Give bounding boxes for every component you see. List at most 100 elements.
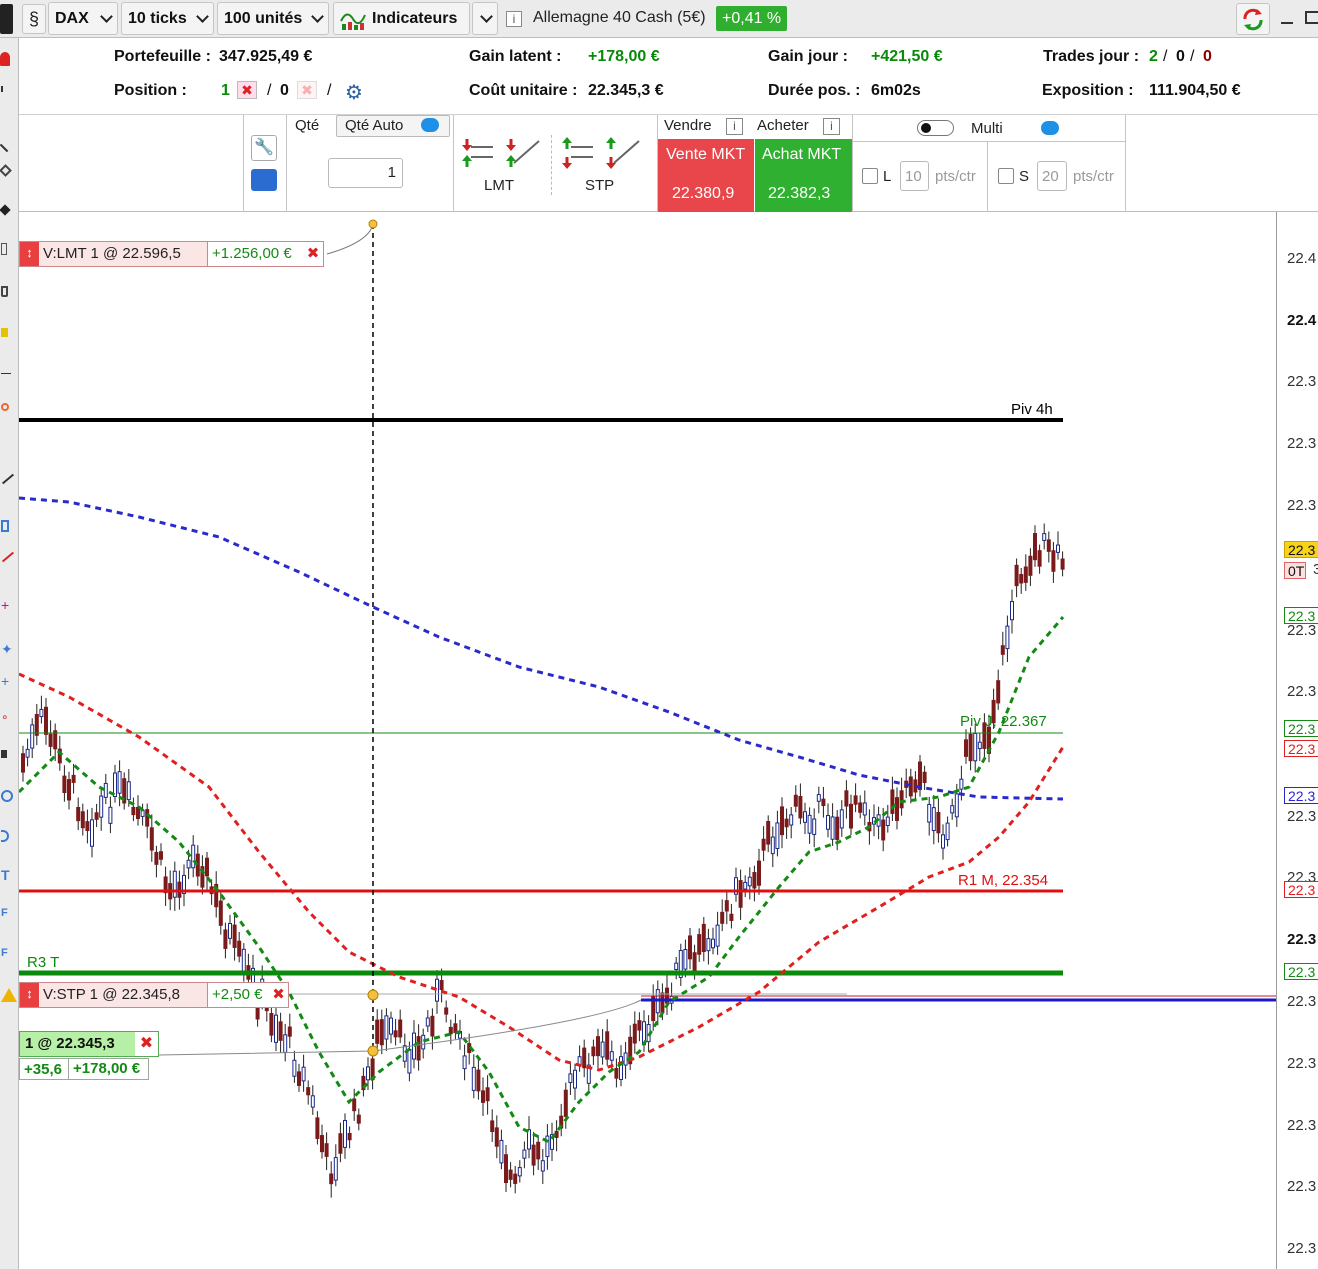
settings-gear-icon[interactable]: ⚙	[345, 82, 363, 104]
warning-icon	[1, 988, 17, 1002]
close-long-icon[interactable]: ✖	[237, 81, 257, 99]
arrow-icon[interactable]	[1, 750, 7, 758]
drawing-tools-sidebar: + ✦ + ∘ T F F	[0, 38, 19, 1269]
multi-toggle[interactable]	[917, 120, 954, 136]
chart-canvas[interactable]	[19, 212, 1276, 1269]
plus-icon[interactable]: +	[1, 597, 10, 613]
candle-body	[223, 929, 228, 949]
keyboard-icon[interactable]	[251, 169, 277, 191]
indicators-menu-button[interactable]	[472, 2, 498, 35]
refresh-icon[interactable]	[1236, 3, 1270, 35]
ticks-dropdown[interactable]: 10 ticks	[121, 2, 214, 35]
sell-market-button[interactable]: Vente MKT 22.380,9	[658, 139, 754, 212]
stp-order-tag[interactable]: ↕ V:STP 1 @ 22.345,8 +2,50 € ✖	[19, 982, 289, 1008]
cout-value: 22.345,3 €	[588, 82, 664, 99]
candle-body	[1033, 533, 1037, 561]
highlighter-icon[interactable]	[1, 328, 8, 337]
candle-body	[301, 1066, 306, 1082]
maximize-icon[interactable]	[1305, 11, 1318, 24]
stp-order-icons[interactable]	[559, 135, 644, 171]
trash-icon[interactable]	[1, 286, 8, 297]
short-label: S	[1019, 168, 1030, 185]
cursor-icon[interactable]	[1, 86, 7, 92]
close-position-icon[interactable]: ✖	[135, 1032, 158, 1056]
star-icon[interactable]: ✦	[1, 641, 13, 657]
buy-info-icon[interactable]: i	[823, 118, 840, 135]
brush-icon[interactable]	[0, 204, 11, 216]
units-dropdown[interactable]: 100 unités	[217, 2, 329, 35]
fibonacci-icon[interactable]	[1, 403, 9, 411]
candle-body	[476, 1069, 481, 1092]
close-short-icon[interactable]: ✖	[297, 81, 317, 99]
candle-body	[1000, 645, 1005, 655]
divider	[453, 115, 454, 212]
short-pts-input[interactable]: 20	[1037, 161, 1067, 191]
fan-icon[interactable]: F	[1, 907, 8, 919]
gain-jour-value: +421,50 €	[871, 48, 943, 65]
cancel-stp-icon[interactable]: ✖	[269, 983, 288, 1007]
ellipse-icon[interactable]	[1, 790, 13, 802]
fan-alt-icon[interactable]: F	[1, 947, 8, 959]
candle-body	[964, 739, 968, 757]
instrument-name: Allemagne 40 Cash (5€)	[533, 9, 706, 26]
eraser-icon[interactable]	[0, 164, 12, 177]
lmt-order-tag[interactable]: ↕ V:LMT 1 @ 22.596,5 +1.256,00 € ✖	[19, 241, 324, 267]
arc-icon[interactable]	[1, 830, 9, 842]
trades-losses: 0	[1203, 48, 1212, 65]
candle-body	[425, 1017, 430, 1027]
dot-icon[interactable]: ∘	[1, 710, 9, 724]
candle-body	[53, 730, 58, 750]
candle-body	[927, 803, 932, 823]
rectangle-icon[interactable]	[1, 520, 9, 532]
candle-body	[1060, 558, 1065, 570]
symbol-dropdown[interactable]: DAX	[48, 2, 118, 35]
candle-body	[343, 1120, 347, 1148]
short-pts-unit: pts/ctr	[1073, 168, 1114, 185]
candle-body	[200, 866, 205, 888]
sell-info-icon[interactable]: i	[726, 118, 743, 135]
candle-body	[522, 1149, 527, 1159]
candle-body	[715, 924, 720, 947]
link-icon[interactable]: §	[22, 4, 46, 34]
price-axis[interactable]: 22.4 22.4 22.3 22.3 22.3 22.3 0T 3 22.3 …	[1276, 212, 1318, 1269]
axis-tick: 22.4	[1287, 250, 1317, 267]
pointer-icon[interactable]	[1, 243, 7, 255]
position-tag[interactable]: 1 @ 22.345,3 ✖	[19, 1031, 159, 1057]
candle-body	[954, 793, 959, 818]
text-tool-icon[interactable]: T	[1, 867, 10, 883]
candle-body	[724, 900, 729, 912]
candle-body	[191, 844, 196, 869]
green-level-tag: 22.3	[1284, 607, 1318, 624]
candle-body	[444, 1007, 449, 1015]
short-checkbox[interactable]	[998, 168, 1014, 184]
drag-handle-icon[interactable]: ↕	[20, 983, 39, 1007]
qty-auto-button[interactable]: Qté Auto	[336, 115, 450, 137]
cancel-lmt-icon[interactable]: ✖	[303, 242, 323, 266]
indicators-button[interactable]: Indicateurs	[333, 2, 470, 35]
portefeuille-value: 347.925,49 €	[219, 48, 313, 65]
chevron-down-icon	[100, 10, 113, 23]
candle-body	[310, 1095, 315, 1108]
pencil-icon[interactable]	[0, 133, 19, 153]
long-checkbox[interactable]	[862, 168, 878, 184]
info-icon[interactable]: i	[506, 11, 522, 27]
candle-body	[366, 1066, 370, 1081]
drag-handle-icon[interactable]: ↕	[20, 242, 39, 266]
chat-bubble-icon[interactable]	[1041, 121, 1059, 135]
candle-body	[113, 772, 117, 797]
ray-icon[interactable]	[1, 551, 15, 563]
price-chart[interactable]: Piv 4h Piv J, 22.367 R1 M, 22.354 R3 T ↕…	[19, 212, 1318, 1269]
line-tool-icon[interactable]	[1, 373, 11, 374]
quantity-input[interactable]: 1	[328, 158, 403, 188]
minimize-icon[interactable]	[1281, 22, 1293, 24]
candle-body	[793, 794, 798, 807]
long-pts-input[interactable]: 10	[900, 161, 929, 191]
lmt-order-icons[interactable]	[459, 135, 544, 171]
cross-icon[interactable]: +	[1, 673, 10, 689]
wrench-icon[interactable]: 🔧	[251, 135, 277, 161]
buy-market-button[interactable]: Achat MKT 22.382,3	[755, 139, 852, 212]
candle-body	[600, 1041, 605, 1058]
green-moving-average	[19, 616, 1065, 1144]
magnet-icon[interactable]	[0, 52, 10, 66]
trendline-icon[interactable]	[1, 473, 15, 485]
